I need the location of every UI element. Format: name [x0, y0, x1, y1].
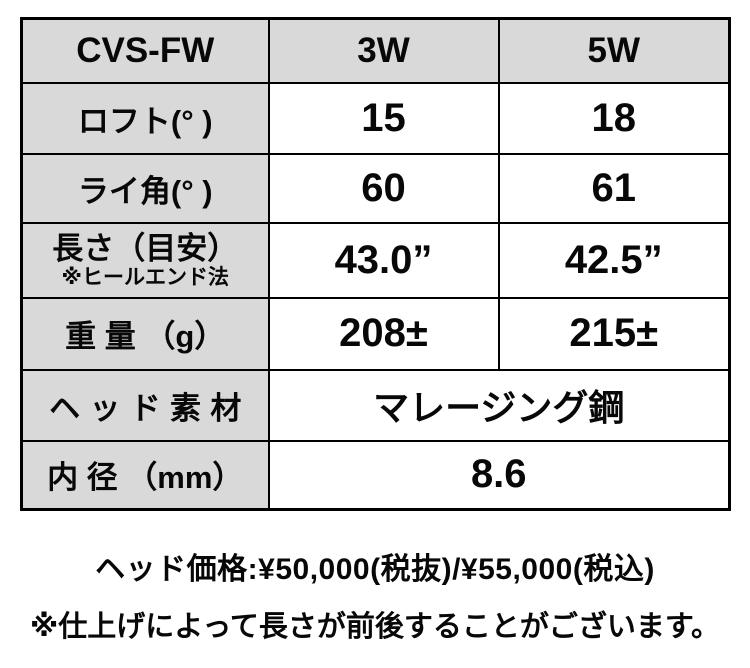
weight-3w-value: 208±	[267, 296, 500, 371]
row-length: 長さ（目安） ※ヒールエンド法 43.0” 42.5”	[20, 221, 731, 299]
weight-label: 重 量 （g）	[20, 296, 270, 371]
header-row: CVS-FW 3W 5W	[20, 17, 731, 84]
loft-5w-value: 18	[497, 81, 731, 155]
head-price-line: ヘッド価格:¥50,000(税抜)/¥55,000(税込)	[95, 553, 655, 586]
row-loft: ロフト(° ) 15 18	[20, 81, 731, 155]
weight-5w-value: 215±	[497, 296, 731, 371]
finish-length-note: ※仕上げによって長さが前後することがございます。	[30, 611, 720, 643]
length-label-main: 長さ（目安）	[52, 230, 239, 266]
head-material-value: マレージング鋼	[267, 368, 731, 442]
loft-3w-value: 15	[267, 81, 500, 155]
model-name-cell: CVS-FW	[20, 17, 270, 84]
length-label: 長さ（目安） ※ヒールエンド法	[20, 221, 270, 299]
head-material-label: ヘッド素材	[20, 368, 270, 442]
lie-3w-value: 60	[267, 152, 500, 224]
inner-diameter-value: 8.6	[267, 439, 731, 511]
length-5w-value: 42.5”	[497, 221, 731, 299]
lie-5w-value: 61	[497, 152, 731, 224]
header-5w-cell: 5W	[497, 17, 731, 84]
row-lie-angle: ライ角(° ) 60 61	[20, 152, 731, 224]
spec-table: CVS-FW 3W 5W ロフト(° ) 15 18 ライ角(° ) 60 61…	[20, 17, 731, 511]
row-weight: 重 量 （g） 208± 215±	[20, 296, 731, 371]
row-inner-diameter: 内 径 （mm） 8.6	[20, 439, 731, 511]
row-head-material: ヘッド素材 マレージング鋼	[20, 368, 731, 442]
loft-label: ロフト(° )	[20, 81, 270, 155]
length-label-note: ※ヒールエンド法	[61, 266, 229, 290]
inner-diameter-label: 内 径 （mm）	[20, 439, 270, 511]
length-3w-value: 43.0”	[267, 221, 500, 299]
header-3w-cell: 3W	[267, 17, 500, 84]
lie-angle-label: ライ角(° )	[20, 152, 270, 224]
